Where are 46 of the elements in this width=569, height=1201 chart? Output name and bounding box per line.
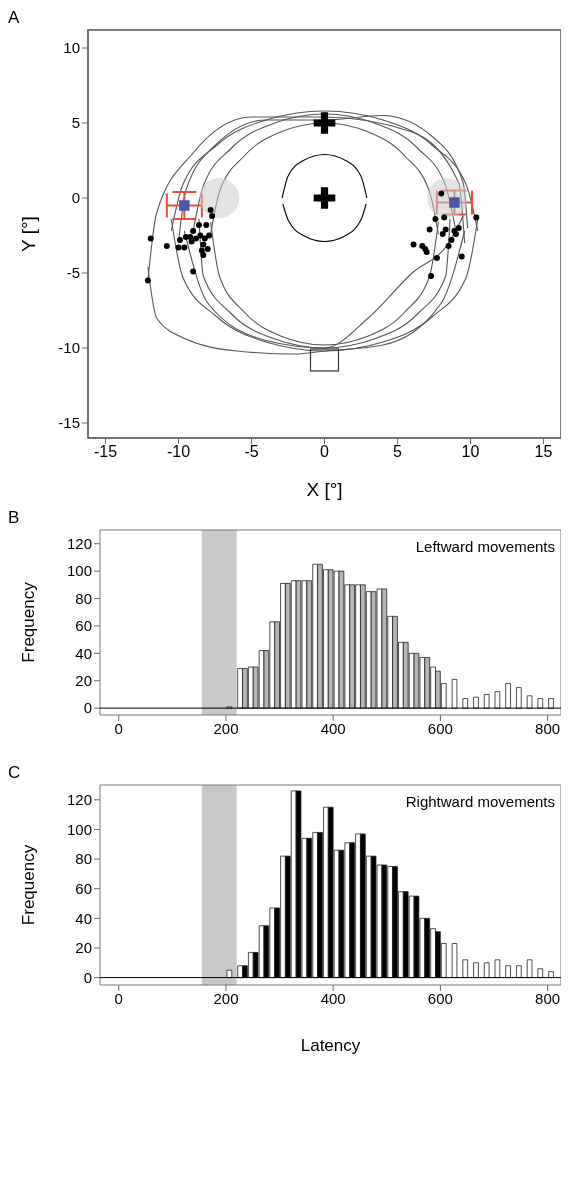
y-tick-label: 0 — [83, 699, 92, 717]
x-tick-label: 10 — [461, 443, 480, 461]
x-axis-title: Latency — [300, 1036, 361, 1055]
x-tick-label: 0 — [114, 719, 123, 737]
x-tick-label: -10 — [166, 443, 191, 461]
y-tick-label: -15 — [58, 414, 80, 432]
x-tick-label: 5 — [393, 443, 403, 461]
y-tick-label: 5 — [71, 114, 80, 132]
y-tick-label: 0 — [83, 968, 92, 986]
x-tick-label: 200 — [213, 719, 239, 737]
y-tick-label: 120 — [66, 791, 92, 809]
x-tick-label: 400 — [320, 989, 346, 1007]
y-tick-label: 120 — [66, 535, 92, 553]
chart-title: A — [8, 8, 20, 28]
x-tick-label: 400 — [320, 719, 346, 737]
y-axis-title: Frequency — [19, 844, 39, 926]
y-tick-label: 20 — [75, 672, 92, 690]
y-tick-label: 60 — [75, 617, 92, 635]
chart-title: C — [8, 763, 21, 783]
y-axis-title: Frequency — [19, 581, 39, 663]
y-tick-label: 100 — [66, 820, 92, 838]
x-tick-label: 0 — [114, 989, 123, 1007]
y-tick-label: -10 — [58, 339, 80, 357]
y-tick-label: 100 — [66, 562, 92, 580]
x-tick-label: 200 — [213, 989, 239, 1007]
annotation: Rightward movements — [405, 793, 555, 810]
x-tick-label: -5 — [244, 443, 259, 461]
x-tick-label: 800 — [535, 989, 561, 1007]
x-tick-label: 600 — [427, 719, 453, 737]
y-tick-label: 10 — [63, 39, 80, 57]
x-tick-label: 15 — [534, 443, 553, 461]
x-axis-title: X [°] — [306, 479, 343, 500]
x-tick-label: 600 — [427, 989, 453, 1007]
y-tick-label: 0 — [71, 189, 80, 207]
chart-title: B — [8, 508, 20, 528]
x-tick-label: 0 — [320, 443, 330, 461]
y-tick-label: -5 — [66, 264, 80, 282]
y-tick-label: 20 — [75, 939, 92, 957]
y-tick-label: 40 — [75, 909, 92, 927]
y-axis-title: Y [°] — [17, 216, 39, 252]
y-tick-label: 80 — [75, 850, 92, 868]
y-tick-label: 40 — [75, 644, 92, 662]
y-tick-label: 80 — [75, 589, 92, 607]
x-tick-label: 800 — [535, 719, 561, 737]
y-tick-label: 60 — [75, 880, 92, 898]
annotation: Leftward movements — [415, 538, 555, 555]
